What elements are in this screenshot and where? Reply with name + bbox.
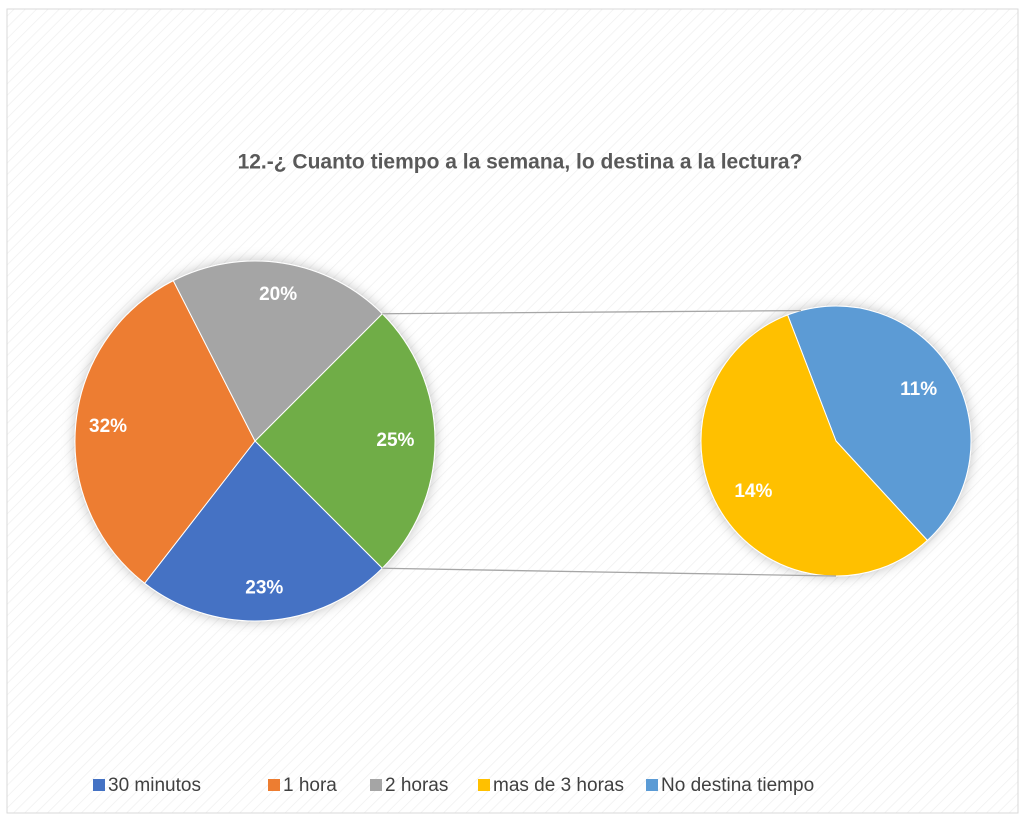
chart-title: 12.-¿ Cuanto tiempo a la semana, lo dest… (238, 151, 803, 174)
data-label: 23% (245, 577, 283, 598)
legend-swatch (93, 779, 105, 791)
legend-label: 30 minutos (108, 775, 201, 796)
data-label: 32% (89, 416, 127, 437)
legend-swatch (370, 779, 382, 791)
legend-label: 2 horas (385, 775, 448, 796)
pie-slice (172, 260, 383, 442)
legend-label: mas de 3 horas (493, 775, 624, 796)
connector-line (382, 567, 837, 577)
data-label: 20% (259, 284, 297, 305)
secondary-pie (700, 305, 972, 577)
pie-slice (786, 305, 972, 542)
pie-slice (700, 314, 929, 577)
legend-label: No destina tiempo (661, 775, 814, 796)
legend-swatch (646, 779, 658, 791)
legend-swatch (478, 779, 490, 791)
pie-slice (74, 279, 256, 584)
pie-slice (254, 313, 436, 569)
data-label: 25% (376, 430, 414, 451)
pie-slice (143, 440, 383, 622)
connector-line (382, 309, 802, 315)
plot: 25% 23% 32% 20% 11% 14% (74, 260, 972, 622)
main-pie (74, 260, 436, 622)
legend-swatch (268, 779, 280, 791)
data-label: 14% (734, 481, 772, 502)
legend-label: 1 hora (283, 775, 337, 796)
data-label: 11% (900, 379, 937, 400)
